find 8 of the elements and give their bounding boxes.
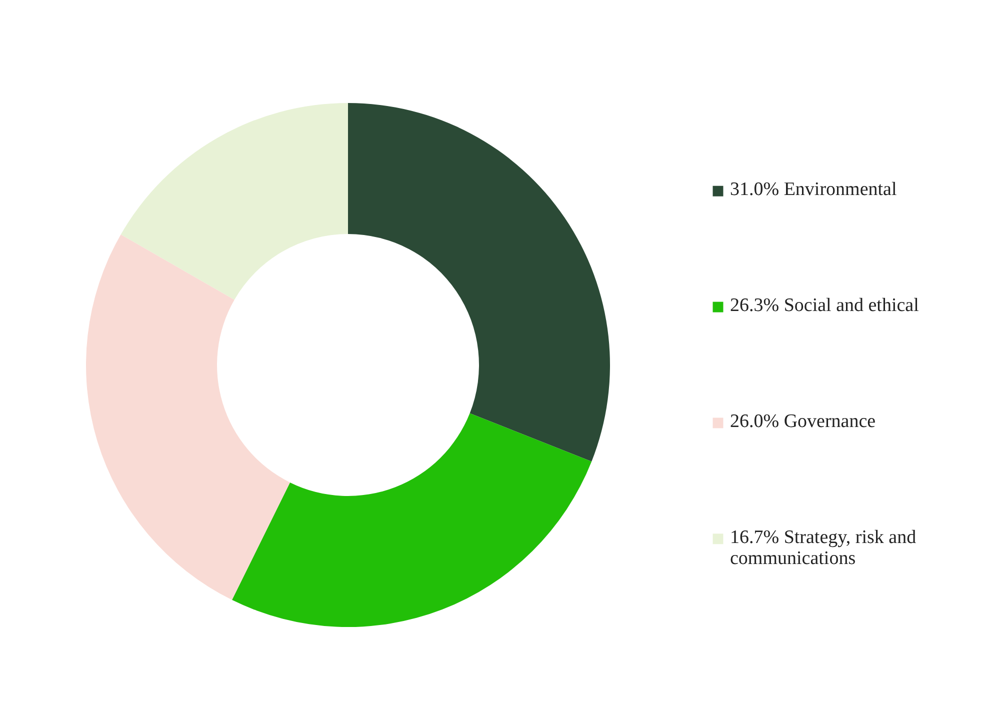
legend-label: 26.3% Social and ethical	[730, 295, 919, 316]
donut-slice	[86, 234, 290, 600]
legend-label: 16.7% Strategy, risk and communications	[730, 526, 917, 569]
legend-label: 26.0% Governance	[730, 410, 876, 432]
donut-slice	[348, 103, 610, 462]
donut-slice	[232, 413, 592, 627]
legend-label: 31.0% Environmental	[730, 179, 897, 200]
donut-slice	[120, 103, 348, 300]
